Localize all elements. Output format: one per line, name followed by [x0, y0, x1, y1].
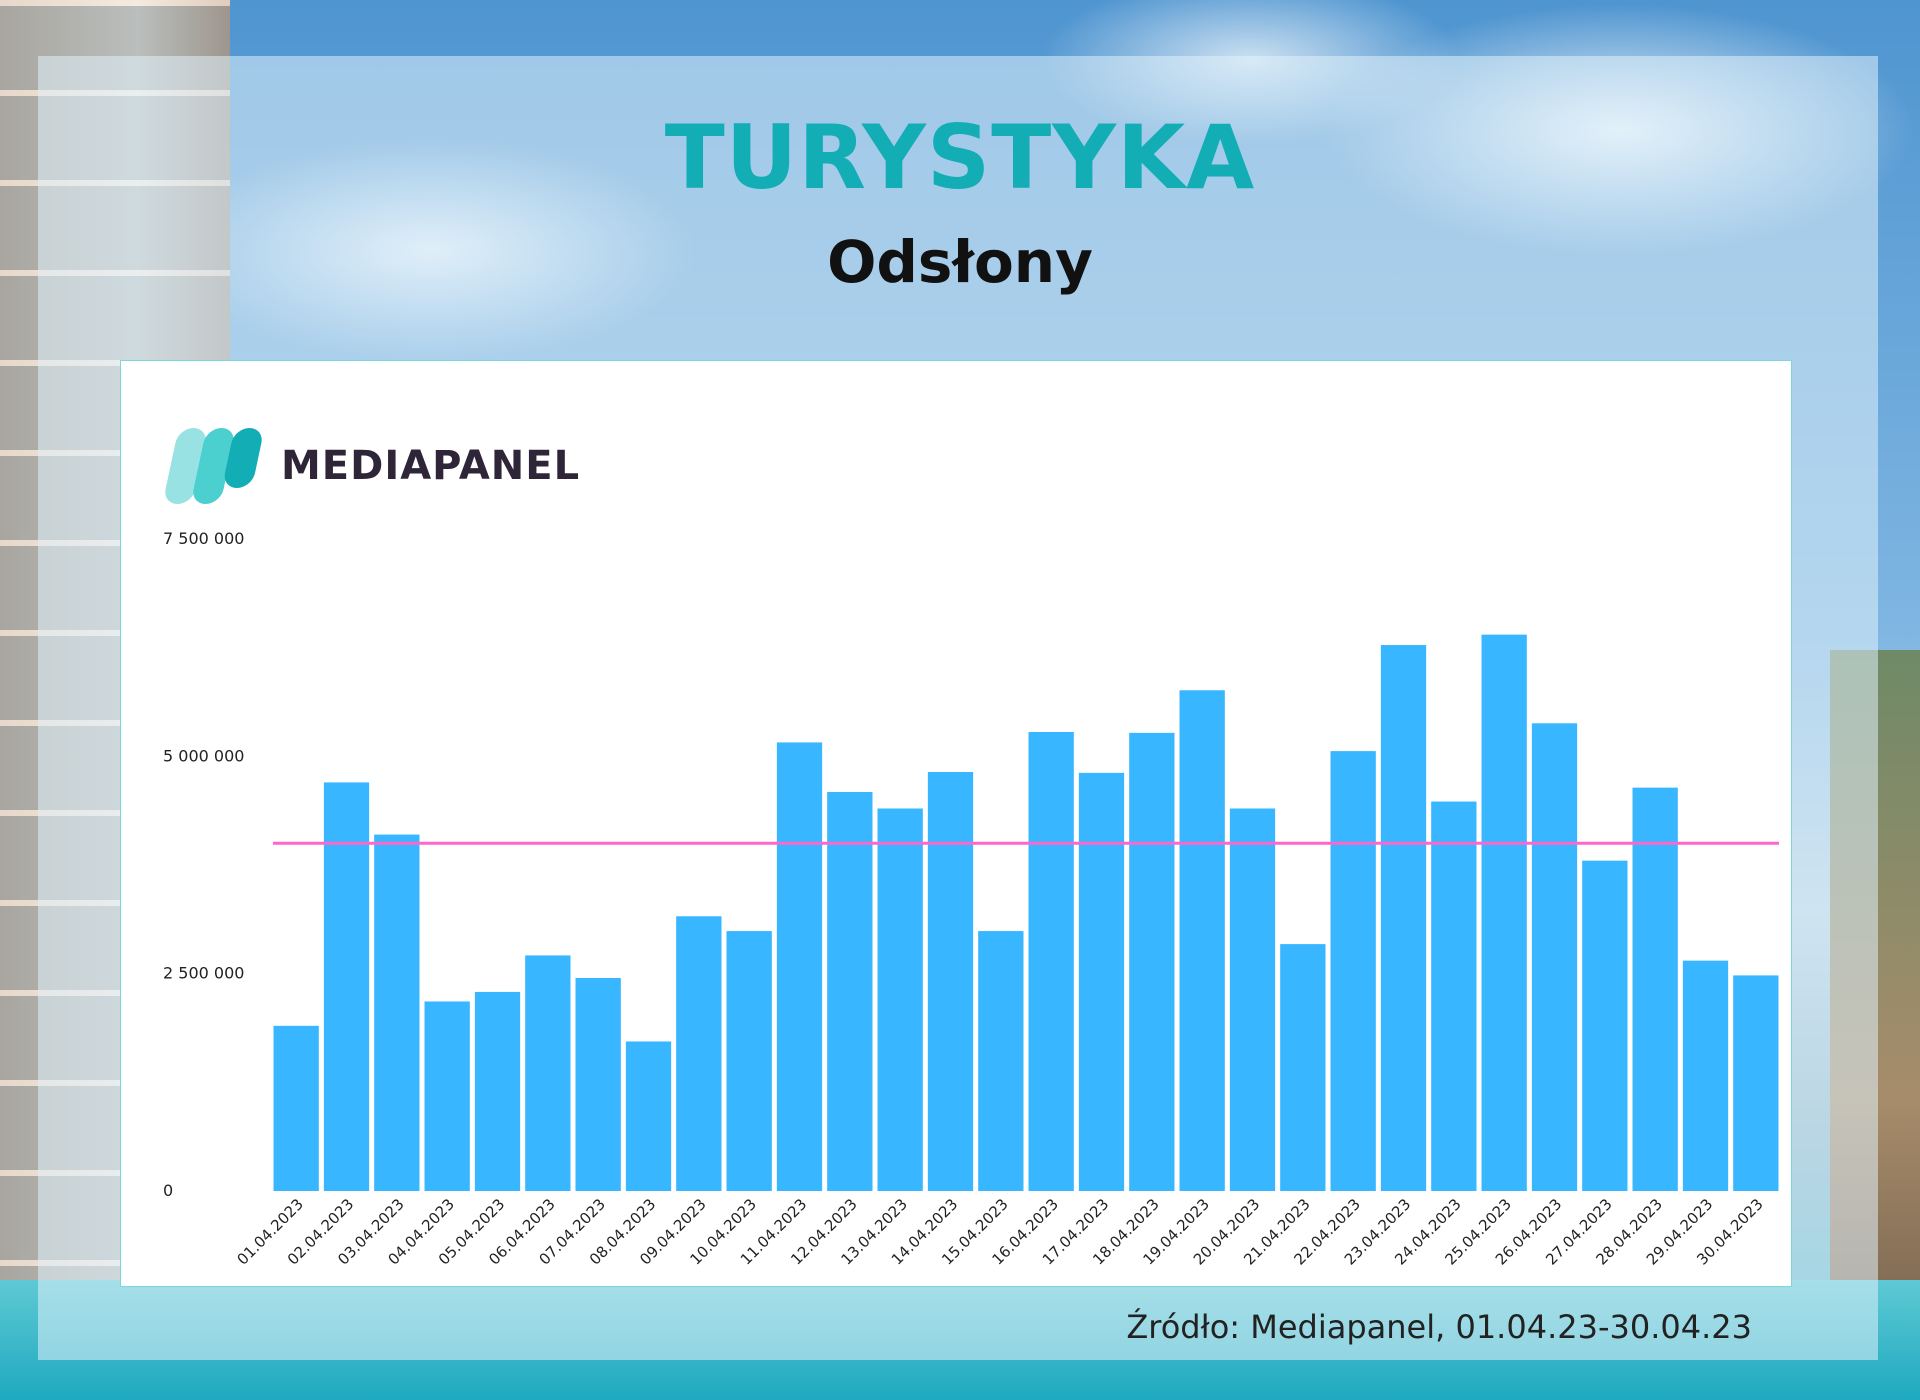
mediapanel-logo-icon — [165, 428, 262, 504]
page-title: TURYSTYKA — [664, 106, 1256, 209]
mediapanel-logo: MEDIAPANEL — [163, 426, 580, 506]
bar — [1733, 975, 1779, 1191]
page-subtitle: Odsłony — [827, 228, 1093, 296]
bar — [1380, 645, 1427, 1191]
bar — [1028, 731, 1074, 1191]
bar — [374, 834, 420, 1191]
y-tick-label: 0 — [163, 1181, 173, 1200]
bar — [877, 808, 923, 1191]
y-tick-label: 5 000 000 — [163, 746, 244, 765]
bar — [827, 791, 873, 1191]
y-tick-label: 7 500 000 — [163, 529, 244, 548]
bar — [1582, 860, 1628, 1191]
bar — [1078, 772, 1125, 1191]
bar — [1129, 732, 1175, 1191]
bar — [978, 931, 1024, 1191]
bar — [525, 955, 571, 1191]
bar — [1431, 801, 1477, 1191]
bar — [1682, 960, 1729, 1191]
bar — [1280, 944, 1326, 1191]
bar — [424, 1001, 470, 1191]
bar — [726, 931, 772, 1191]
bar — [776, 742, 823, 1191]
bar — [1632, 787, 1678, 1191]
bar — [676, 916, 722, 1191]
bar — [323, 782, 370, 1191]
bar — [1179, 690, 1225, 1191]
bar — [575, 978, 621, 1191]
bar — [273, 1025, 319, 1191]
bar — [474, 991, 521, 1191]
bar — [1481, 634, 1527, 1191]
mediapanel-logo-text: MEDIAPANEL — [281, 443, 581, 489]
bar — [1229, 808, 1276, 1191]
y-tick-label: 2 500 000 — [163, 964, 244, 983]
bar — [1330, 751, 1376, 1191]
source-note: Źródło: Mediapanel, 01.04.23-30.04.23 — [1126, 1308, 1752, 1346]
bar — [625, 1041, 672, 1191]
bar — [1531, 723, 1578, 1191]
bar — [927, 771, 974, 1191]
